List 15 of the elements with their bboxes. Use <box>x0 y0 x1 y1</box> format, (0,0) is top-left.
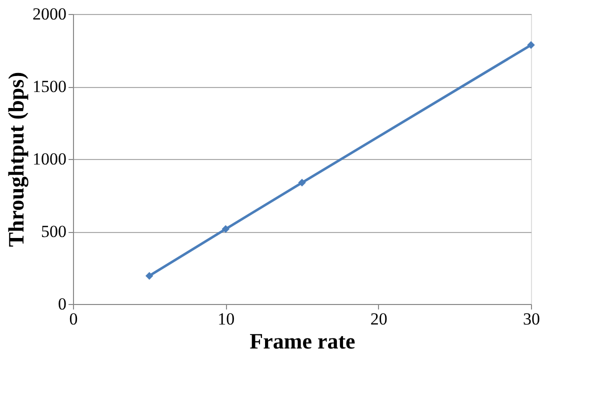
point <box>145 272 154 280</box>
y-axis-title: Throughtput (bps) <box>4 72 28 248</box>
point <box>527 41 535 49</box>
x-axis-title: Frame rate <box>250 328 356 354</box>
x-tick-label: 0 <box>69 310 78 328</box>
y-tick-label: 0 <box>58 294 66 314</box>
y-tick-label: 2000 <box>32 4 66 24</box>
point <box>222 225 230 233</box>
point <box>298 178 306 187</box>
x-tick-label: 10 <box>218 310 235 328</box>
x-tick-label: 30 <box>523 310 540 328</box>
y-tick-label: 1000 <box>32 150 66 168</box>
y-tick-label: 500 <box>41 222 66 241</box>
x-tick-label: 20 <box>370 310 388 328</box>
y-tick-label: 1500 <box>32 77 66 96</box>
